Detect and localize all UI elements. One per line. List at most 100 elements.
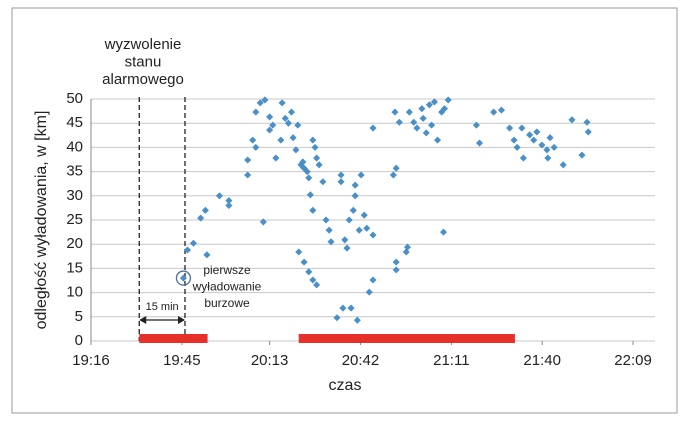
x-tick-label: 21:11 xyxy=(433,352,469,369)
x-axis-label: czas xyxy=(329,377,362,394)
point xyxy=(256,99,264,107)
point xyxy=(272,154,280,162)
span-label: 15 min xyxy=(146,301,179,313)
point xyxy=(347,304,355,312)
point xyxy=(266,126,274,134)
point xyxy=(543,146,551,154)
point xyxy=(392,266,400,274)
point xyxy=(281,114,289,122)
point xyxy=(225,197,233,205)
y-tick-label: 50 xyxy=(66,90,83,107)
point xyxy=(395,118,403,126)
annotation: burzowe xyxy=(204,296,250,310)
point xyxy=(351,181,359,189)
point xyxy=(357,171,365,179)
annotation: wyładowanie xyxy=(192,280,262,294)
point xyxy=(259,218,267,226)
x-tick-label: 19:16 xyxy=(72,352,110,369)
point xyxy=(325,226,333,234)
point xyxy=(189,239,197,247)
point xyxy=(345,216,353,224)
point xyxy=(309,206,317,214)
point xyxy=(419,114,427,122)
point xyxy=(349,206,357,214)
x-tick-label: 21:40 xyxy=(523,352,561,369)
y-tick-label: 35 xyxy=(66,163,83,180)
point xyxy=(333,314,341,322)
point xyxy=(337,171,345,179)
point xyxy=(305,174,313,182)
point xyxy=(434,136,442,144)
point xyxy=(244,171,252,179)
point xyxy=(546,134,554,142)
point xyxy=(313,154,321,162)
point xyxy=(369,276,377,284)
point xyxy=(215,192,224,200)
point xyxy=(425,101,433,109)
point xyxy=(360,211,368,219)
point xyxy=(244,156,252,164)
point xyxy=(183,246,192,254)
point xyxy=(355,226,363,234)
point xyxy=(550,143,558,151)
point xyxy=(568,116,576,124)
point xyxy=(578,151,586,159)
point xyxy=(287,108,296,116)
frame xyxy=(11,7,678,414)
point xyxy=(327,238,335,246)
y-tick-label: 0 xyxy=(75,332,83,349)
point xyxy=(315,161,323,169)
point xyxy=(252,108,260,116)
point xyxy=(225,201,233,210)
x-tick-label: 19:45 xyxy=(163,352,201,369)
point xyxy=(365,288,373,296)
point xyxy=(339,304,347,312)
point xyxy=(278,99,286,107)
point xyxy=(252,143,260,151)
annotation: wyzwolenie xyxy=(104,36,182,53)
point xyxy=(422,129,430,137)
point xyxy=(261,96,269,104)
point xyxy=(309,136,317,144)
point xyxy=(510,136,518,144)
point xyxy=(544,154,552,162)
point xyxy=(295,248,303,256)
point xyxy=(402,248,410,256)
point xyxy=(322,216,330,224)
point xyxy=(341,236,349,244)
y-tick-label: 10 xyxy=(66,284,83,301)
point xyxy=(405,108,413,116)
point xyxy=(363,224,371,232)
point xyxy=(309,276,317,284)
point xyxy=(506,124,514,132)
point xyxy=(305,268,313,276)
point xyxy=(392,258,400,266)
point xyxy=(269,121,277,129)
point xyxy=(444,96,452,104)
x-tick-label: 22:09 xyxy=(614,352,652,369)
annotation: stanu xyxy=(125,53,162,70)
point xyxy=(351,192,359,200)
point xyxy=(559,161,567,169)
point xyxy=(369,231,377,239)
point xyxy=(201,206,209,214)
point xyxy=(277,136,285,144)
point xyxy=(311,143,319,151)
point xyxy=(413,124,421,132)
y-tick-label: 45 xyxy=(66,114,83,131)
point xyxy=(490,108,498,116)
arrow-head xyxy=(139,316,147,324)
x-tick-label: 20:13 xyxy=(251,352,289,369)
point xyxy=(410,118,418,126)
point xyxy=(418,105,426,113)
point xyxy=(284,119,292,127)
y-tick-label: 40 xyxy=(66,138,83,155)
point xyxy=(300,258,308,266)
y-tick-label: 25 xyxy=(66,211,83,228)
point xyxy=(292,146,300,154)
point xyxy=(391,108,399,116)
point xyxy=(389,171,397,179)
y-axis-label: odległość wyładowania, w [km] xyxy=(33,111,50,330)
point xyxy=(518,124,526,132)
y-tick-label: 5 xyxy=(75,308,83,325)
